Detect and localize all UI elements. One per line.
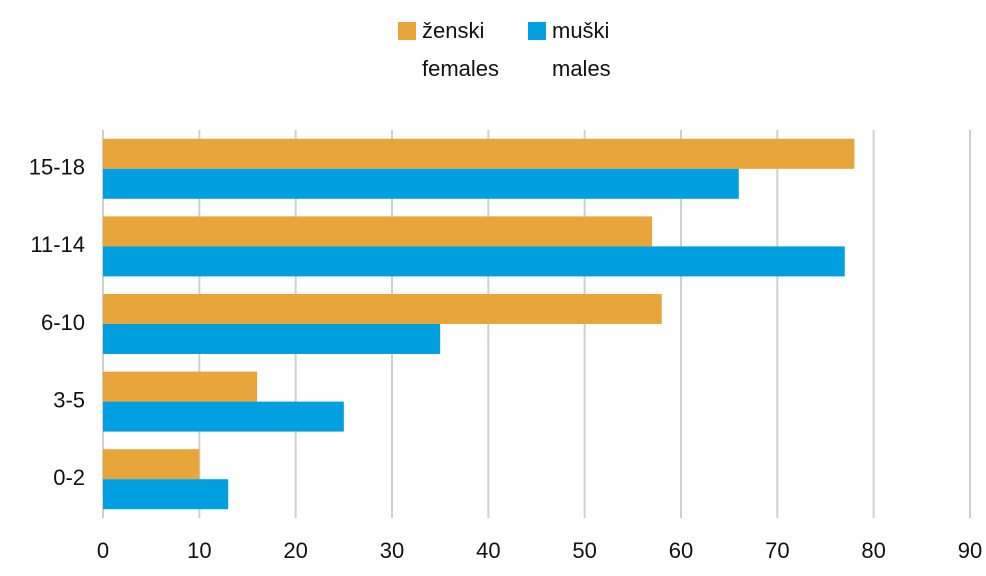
bar: [103, 216, 653, 247]
legend-label: ženski: [422, 18, 484, 43]
x-tick-label: 60: [669, 538, 693, 563]
bar: [103, 371, 258, 402]
y-tick-label: 15-18: [29, 155, 85, 180]
y-tick-label: 0-2: [53, 465, 85, 490]
bar: [103, 294, 662, 324]
bar: [103, 168, 739, 199]
x-tick-label: 50: [572, 538, 596, 563]
x-tick-label: 20: [283, 538, 307, 563]
x-tick-label: 10: [187, 538, 211, 563]
bar: [103, 246, 845, 277]
y-tick-label: 11-14: [30, 232, 85, 257]
x-tick-label: 70: [765, 538, 789, 563]
x-tick-label: 0: [97, 538, 109, 563]
bar: [103, 479, 229, 510]
bar: [103, 449, 200, 480]
y-tick-label: 3-5: [53, 387, 85, 412]
legend-label: males: [552, 56, 611, 81]
x-tick-label: 90: [958, 538, 982, 563]
bar: [103, 138, 855, 169]
x-tick-label: 30: [380, 538, 404, 563]
x-tick-label: 40: [476, 538, 500, 563]
legend-swatch: [528, 22, 546, 40]
legend-swatch: [398, 22, 416, 40]
bar: [103, 324, 441, 354]
legend-label: females: [422, 56, 499, 81]
legend-label: muški: [552, 18, 609, 43]
x-tick-label: 80: [861, 538, 885, 563]
y-tick-label: 6-10: [41, 310, 85, 335]
bar: [103, 401, 344, 432]
